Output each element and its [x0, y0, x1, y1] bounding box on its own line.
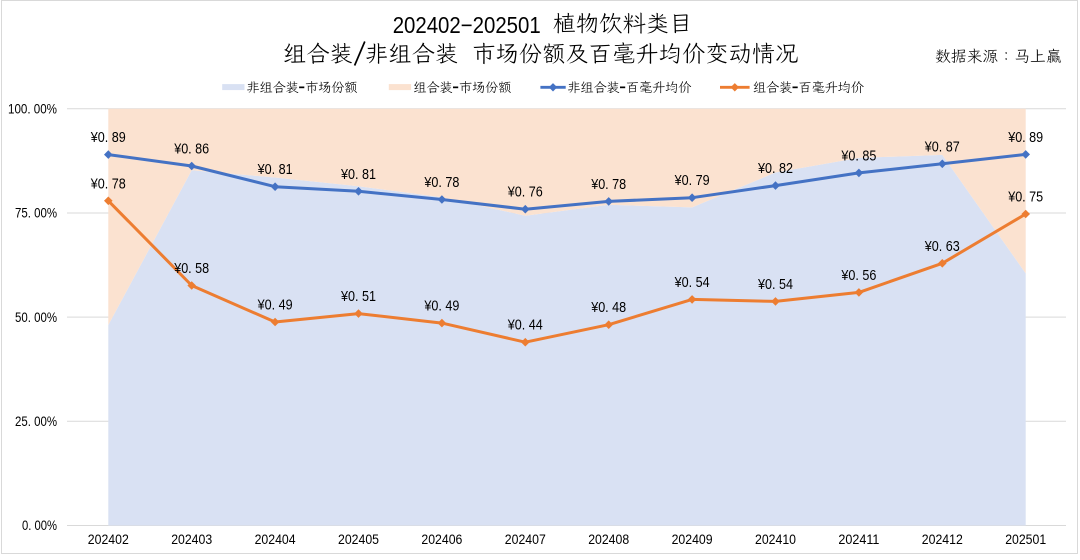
svg-text:50. 00%: 50. 00%: [15, 309, 57, 325]
svg-text:25. 00%: 25. 00%: [15, 413, 57, 429]
svg-text:¥0. 56: ¥0. 56: [841, 268, 877, 284]
svg-text:202402: 202402: [88, 532, 129, 547]
svg-text:¥0. 58: ¥0. 58: [173, 261, 209, 277]
svg-text:202406: 202406: [421, 532, 462, 547]
svg-text:¥0. 76: ¥0. 76: [507, 185, 543, 201]
svg-text:0. 00%: 0. 00%: [22, 517, 57, 533]
svg-text:¥0. 82: ¥0. 82: [757, 161, 793, 177]
svg-text:202501: 202501: [1005, 532, 1046, 547]
svg-text:202411: 202411: [838, 532, 879, 547]
svg-text:¥0. 54: ¥0. 54: [757, 277, 793, 293]
svg-text:¥0. 81: ¥0. 81: [257, 162, 293, 178]
svg-text:¥0. 51: ¥0. 51: [340, 289, 376, 305]
svg-text:202403: 202403: [171, 532, 212, 547]
svg-text:202405: 202405: [338, 532, 379, 547]
svg-text:¥0. 54: ¥0. 54: [674, 275, 710, 291]
svg-text:202407: 202407: [505, 532, 546, 547]
svg-text:¥0. 78: ¥0. 78: [90, 176, 126, 192]
svg-text:¥0. 78: ¥0. 78: [424, 175, 460, 191]
svg-text:¥0. 49: ¥0. 49: [424, 299, 460, 315]
svg-text:¥0. 85: ¥0. 85: [841, 148, 877, 164]
svg-text:¥0. 78: ¥0. 78: [590, 177, 626, 193]
svg-text:202410: 202410: [755, 532, 796, 547]
svg-text:202402−202501: 202402−202501: [393, 12, 541, 38]
svg-text:202412: 202412: [922, 532, 963, 547]
svg-text:¥0. 48: ¥0. 48: [590, 300, 626, 316]
svg-text:¥0. 44: ¥0. 44: [507, 318, 543, 334]
svg-text:¥0. 79: ¥0. 79: [674, 173, 710, 189]
svg-text:202409: 202409: [672, 532, 713, 547]
svg-text:¥0. 87: ¥0. 87: [924, 139, 960, 155]
svg-text:¥0. 89: ¥0. 89: [90, 130, 126, 146]
svg-text:¥0. 89: ¥0. 89: [1007, 130, 1043, 146]
svg-text:100. 00%: 100. 00%: [8, 101, 57, 117]
svg-text:¥0. 49: ¥0. 49: [257, 298, 293, 314]
svg-text:202408: 202408: [588, 532, 629, 547]
svg-text:¥0. 86: ¥0. 86: [173, 142, 209, 158]
svg-text:75. 00%: 75. 00%: [15, 205, 57, 221]
svg-text:¥0. 75: ¥0. 75: [1007, 190, 1043, 206]
svg-text:¥0. 63: ¥0. 63: [924, 239, 960, 255]
svg-text:202404: 202404: [255, 532, 296, 547]
svg-text:¥0. 81: ¥0. 81: [340, 167, 376, 183]
